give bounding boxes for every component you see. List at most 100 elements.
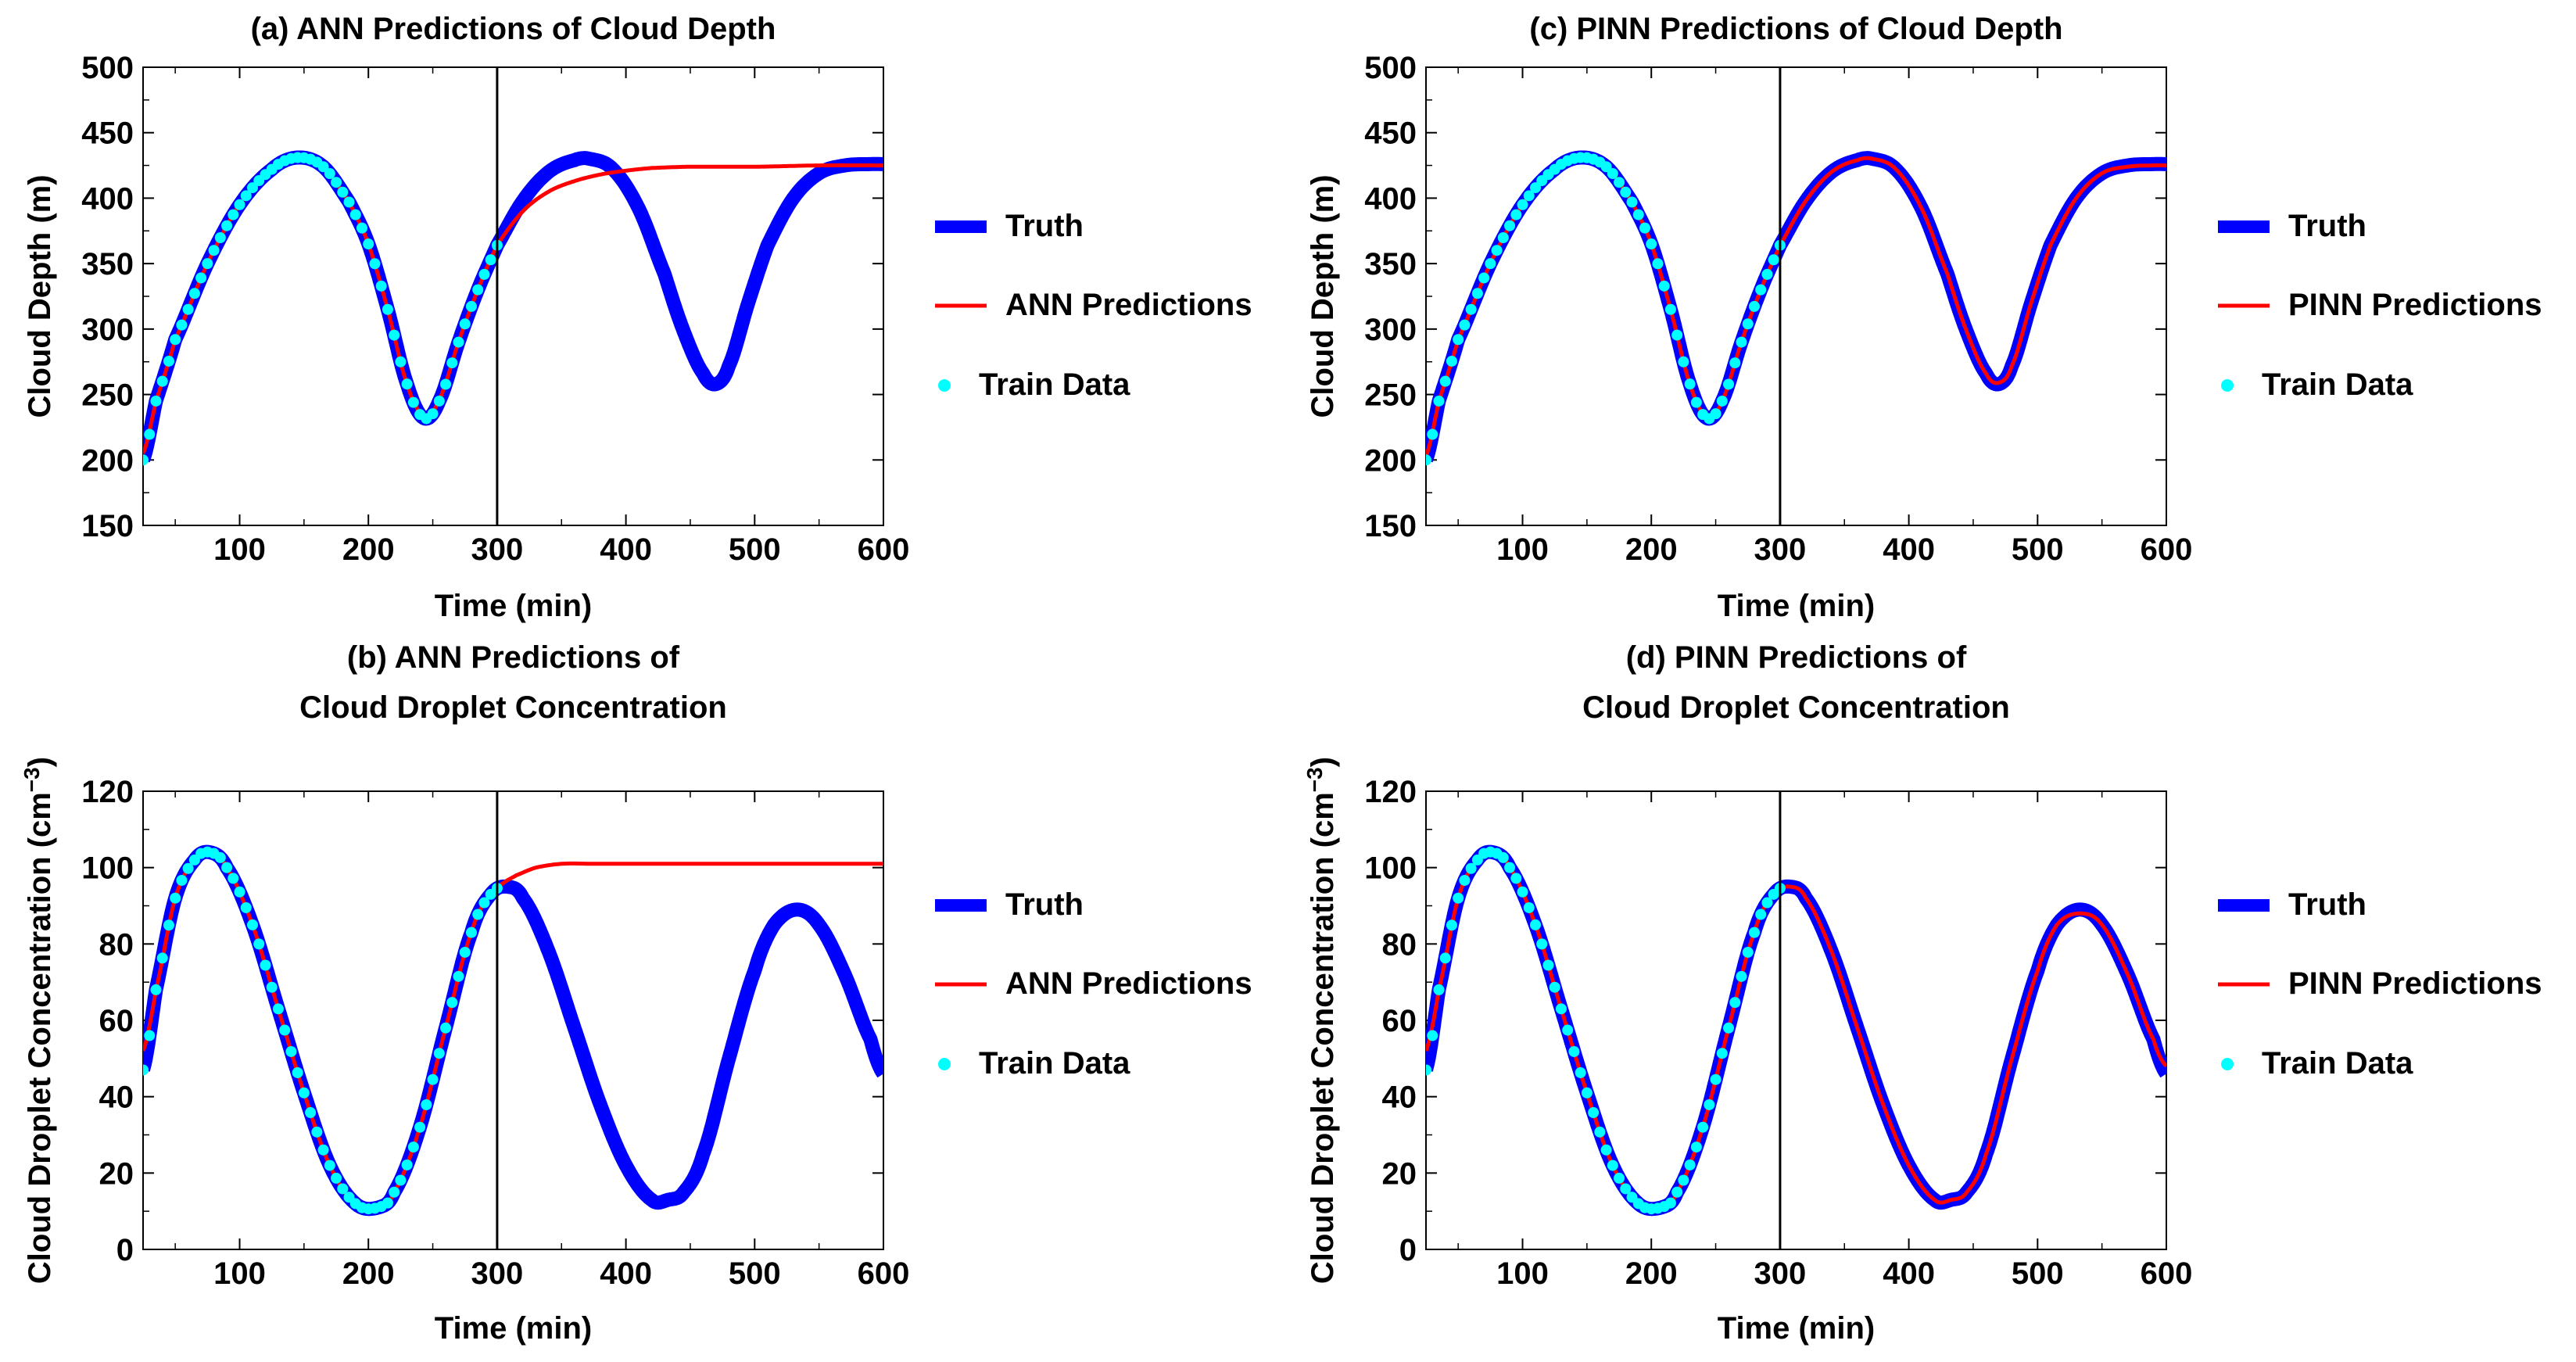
y-tick-label: 0 (116, 1233, 134, 1267)
train-data-point (1426, 1064, 1431, 1076)
y-tick-label: 150 (81, 509, 134, 543)
train-data-point (1684, 1159, 1696, 1170)
x-tick-label: 400 (1883, 1256, 1935, 1291)
x-axis-label: Time (min) (435, 1311, 593, 1346)
train-data-point (156, 952, 168, 964)
x-tick-label: 600 (858, 532, 910, 567)
plot-frame (142, 790, 884, 1250)
y-axis-label-text: Cloud Depth (m) (1306, 174, 1340, 418)
chart-title: (a) ANN Predictions of Cloud Depth (251, 12, 776, 46)
train-data-point (317, 161, 329, 173)
train-data-point (478, 897, 490, 909)
y-tick-label: 450 (81, 116, 134, 151)
train-data-point (214, 851, 226, 863)
train-data-point (1581, 1087, 1593, 1099)
train-data-point (144, 1030, 156, 1041)
train-data-point (240, 190, 252, 202)
train-data-point (1465, 303, 1477, 315)
train-data-point (1761, 268, 1773, 280)
legend-train-data-label: Train Data (979, 1046, 1130, 1081)
train-data-point (395, 356, 407, 367)
train-data-point (1439, 375, 1451, 387)
train-data-point (305, 1107, 317, 1119)
chart-panel-d: (d) PINN Predictions of Cloud Droplet Con… (1302, 640, 2542, 1346)
train-data-point (182, 303, 194, 315)
x-tick-label: 500 (729, 532, 781, 567)
train-data-point (311, 1126, 323, 1138)
legend-truth-label: Truth (2288, 209, 2366, 243)
train-data-point (1664, 1197, 1676, 1209)
train-data-point (1607, 167, 1618, 179)
plot-frame (1425, 790, 2167, 1250)
train-data-point (1471, 288, 1483, 299)
legend-train-data-marker (2221, 1058, 2234, 1070)
train-data-point (1748, 300, 1760, 312)
train-data-point (478, 268, 490, 280)
train-data-point (202, 258, 213, 270)
train-data-point (1504, 862, 1516, 873)
y-tick-label: 200 (1364, 443, 1417, 478)
plot-area (1426, 150, 2166, 466)
train-data-point (1426, 454, 1431, 466)
train-data-point (1446, 355, 1457, 367)
train-data-point (1729, 997, 1741, 1009)
train-data-point (375, 280, 387, 292)
train-data-point (427, 1073, 439, 1085)
y-tick-label: 300 (1364, 313, 1417, 347)
train-data-point (214, 231, 226, 243)
train-data-point (170, 892, 181, 904)
train-data-point (195, 272, 207, 284)
prediction-series-line (143, 850, 883, 1211)
chart-title: (c) PINN Predictions of Cloud Depth (1529, 12, 2062, 46)
y-axis-label-end: ) (23, 757, 57, 767)
train-data-point (1716, 1048, 1728, 1059)
y-axis-label-end: ) (1306, 757, 1340, 767)
x-tick-label: 200 (342, 532, 395, 567)
x-tick-label: 300 (1754, 532, 1807, 567)
x-tick-label: 600 (858, 1256, 910, 1291)
train-data-point (1736, 336, 1747, 348)
train-data-point (1575, 1066, 1586, 1078)
train-data-point (1588, 1107, 1600, 1119)
y-tick-label: 450 (1364, 116, 1417, 151)
train-data-point (1768, 254, 1779, 266)
y-tick-label: 350 (81, 247, 134, 281)
legend-train-data-label: Train Data (2262, 367, 2413, 402)
train-data-point (465, 300, 477, 312)
plot-area (143, 150, 883, 466)
train-data-point (349, 209, 361, 220)
train-data-point (337, 186, 349, 198)
train-data-point (1678, 1174, 1689, 1186)
train-data-point (317, 1144, 329, 1156)
chart-title: Cloud Droplet Concentration (1582, 690, 2010, 725)
train-data-point (369, 258, 381, 270)
train-data-point (337, 1183, 349, 1195)
y-tick-label: 80 (99, 927, 134, 962)
train-data-point (433, 395, 445, 407)
train-data-point (1626, 196, 1638, 208)
legend-prediction-label: PINN Predictions (2288, 966, 2542, 1001)
legend-train-data-marker (2221, 379, 2234, 392)
train-data-point (246, 182, 258, 194)
train-data-point (1453, 892, 1464, 904)
prediction-series-line (143, 156, 883, 454)
train-data-point (1427, 1030, 1438, 1041)
train-data-point (1710, 408, 1722, 420)
train-data-point (176, 319, 188, 331)
plot-area (1426, 844, 2166, 1217)
train-data-point (1453, 334, 1464, 346)
train-data-point (1542, 959, 1554, 971)
truth-series-line (143, 844, 883, 1217)
train-data-point (1620, 1183, 1632, 1195)
train-data-point (234, 199, 245, 210)
train-data-point (1723, 378, 1735, 390)
y-tick-label: 400 (81, 181, 134, 216)
train-data-point (1510, 209, 1522, 220)
x-tick-label: 300 (471, 532, 524, 567)
train-data-point (1600, 1144, 1612, 1156)
x-tick-label: 100 (213, 1256, 266, 1291)
chart-panel-a: (a) ANN Predictions of Cloud Depth 100 200… (23, 12, 1252, 623)
train-data-point (331, 177, 342, 188)
y-tick-label: 40 (1382, 1081, 1417, 1115)
train-data-point (1427, 428, 1438, 440)
